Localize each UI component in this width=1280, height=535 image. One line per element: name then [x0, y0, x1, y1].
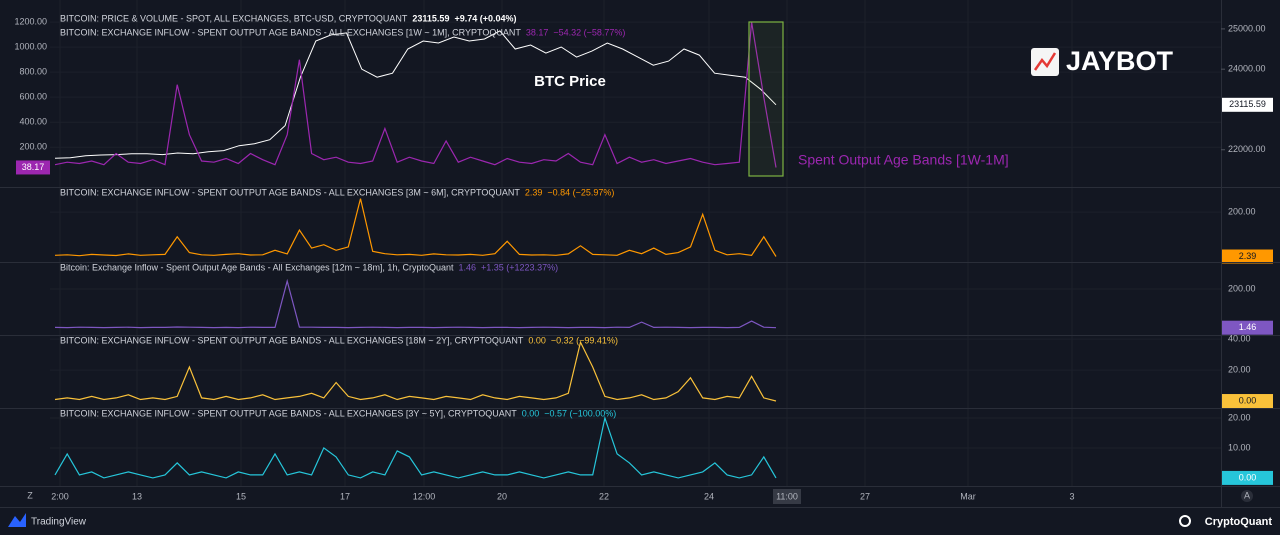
x-tick-label: 3 — [1069, 491, 1074, 501]
series-line — [54, 22, 777, 168]
highlight-box — [748, 21, 784, 177]
y2-tick-label: 25000.00 — [1228, 23, 1266, 33]
x-tick-label: 17 — [340, 491, 350, 501]
x-tick-label: 15 — [236, 491, 246, 501]
last-value-label: 23115.59 — [1229, 99, 1266, 109]
y-tick-label: 10.00 — [1228, 442, 1251, 452]
series-last-value: 1.46 — [458, 262, 476, 272]
tradingview-logo — [8, 513, 26, 527]
series-line — [54, 198, 777, 257]
last-value-label: 0.00 — [1239, 472, 1257, 482]
series-change: −0.32 (−99.41%) — [551, 335, 618, 345]
series-change: +9.74 (+0.04%) — [454, 13, 516, 23]
series-last-value: 38.17 — [526, 27, 549, 37]
y-tick-label: 20.00 — [1228, 364, 1251, 374]
series-name: BITCOIN: EXCHANGE INFLOW - SPENT OUTPUT … — [60, 408, 517, 418]
platform-name[interactable]: TradingView — [31, 517, 87, 528]
auto-scale-button-bg[interactable] — [1241, 490, 1253, 502]
last-value-box — [1222, 470, 1273, 485]
last-value-box — [1222, 394, 1273, 409]
series-name: BITCOIN: EXCHANGE INFLOW - SPENT OUTPUT … — [60, 335, 524, 345]
annotation: Spent Output Age Bands [1W-1M] — [798, 152, 1009, 168]
y-tick-label: 200.00 — [1228, 206, 1256, 216]
source-name: CryptoQuant — [1205, 516, 1273, 528]
x-tick-label: 2:00 — [51, 491, 69, 501]
auto-scale-button[interactable]: A — [1244, 490, 1250, 500]
last-value-box — [16, 160, 50, 175]
watermark: JAYBOT — [1066, 46, 1174, 76]
y-tick-label: 200.00 — [1228, 283, 1256, 293]
series-change: −0.57 (−100.00%) — [544, 408, 616, 418]
last-value-label: 38.17 — [22, 162, 45, 172]
series-change: −0.84 (−25.97%) — [547, 187, 614, 197]
series-name: BITCOIN: EXCHANGE INFLOW - SPENT OUTPUT … — [60, 187, 520, 197]
annotation: BTC Price — [534, 73, 606, 90]
x-tick-label: 22 — [599, 491, 609, 501]
source-logo — [1179, 515, 1191, 527]
series-name: Bitcoin: Exchange Inflow - Spent Output … — [60, 262, 454, 272]
y-tick-label: 20.00 — [1228, 412, 1251, 422]
last-value-label: 0.00 — [1239, 395, 1257, 405]
last-value-box — [1222, 249, 1273, 264]
last-value-box — [1222, 97, 1273, 112]
series-last-value: 23115.59 — [412, 13, 449, 23]
x-tick-label: 27 — [860, 491, 870, 501]
panes: 2:00 13 15 17 12:00 20 22 24 11:00 27 Mar 3 1200.00 1… — [0, 0, 1280, 507]
y-tick-label: 400.00 — [19, 117, 47, 127]
last-value-label: 2.39 — [1239, 251, 1257, 261]
series-line — [54, 415, 777, 479]
series-change: −54.32 (−58.77%) — [553, 27, 625, 37]
x-tick-label: 12:00 — [413, 491, 436, 501]
series-last-value: 2.39 — [525, 187, 543, 197]
crosshair-label-bg — [773, 489, 801, 504]
series-line — [54, 30, 777, 159]
y2-tick-label: 22000.00 — [1228, 144, 1266, 154]
series-line — [54, 340, 777, 402]
x-tick-label: 24 — [704, 491, 714, 501]
x-tick-label: Mar — [960, 491, 976, 501]
series-last-value: 0.00 — [522, 408, 540, 418]
series-name: BITCOIN: EXCHANGE INFLOW - SPENT OUTPUT … — [60, 27, 521, 37]
y-tick-label: 800.00 — [19, 67, 47, 77]
series-line — [54, 278, 777, 329]
series-last-value: 0.00 — [528, 335, 546, 345]
y-tick-label: 600.00 — [19, 92, 47, 102]
watermark-icon — [1031, 48, 1059, 76]
x-tick-label: 20 — [497, 491, 507, 501]
y-tick-label: 40.00 — [1228, 333, 1251, 343]
x-tick-label: 13 — [132, 491, 142, 501]
series-change: +1.35 (+1223.37%) — [481, 262, 558, 272]
y-tick-label: 1000.00 — [14, 42, 47, 52]
y-tick-label: 200.00 — [19, 142, 47, 152]
y2-tick-label: 24000.00 — [1228, 64, 1266, 74]
y-tick-label: 1200.00 — [14, 17, 47, 27]
x-tick-label: 11:00 — [776, 491, 798, 501]
series-name: BITCOIN: PRICE & VOLUME - SPOT, ALL EXCH… — [60, 13, 408, 23]
last-value-label: 1.46 — [1239, 322, 1257, 332]
timezone-button[interactable]: Z — [27, 490, 33, 500]
last-value-box — [1222, 320, 1273, 335]
